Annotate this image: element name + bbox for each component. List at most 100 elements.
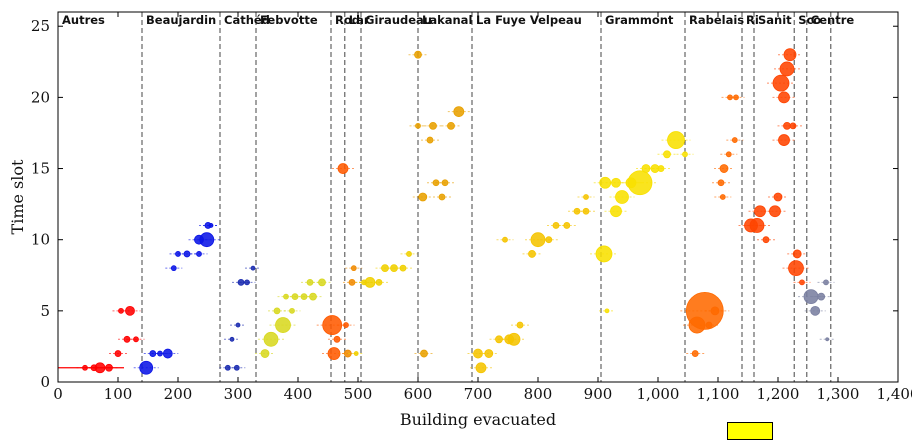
zone-label: Rabelais bbox=[689, 13, 744, 27]
data-bubble bbox=[792, 249, 802, 259]
y-axis-label: Time slot bbox=[8, 159, 27, 234]
data-bubble bbox=[719, 164, 729, 173]
data-bubble bbox=[343, 349, 352, 358]
data-bubble bbox=[309, 292, 317, 301]
data-bubble bbox=[453, 106, 465, 118]
data-bubble bbox=[406, 251, 412, 257]
x-tick-label: 800 bbox=[524, 385, 553, 403]
data-bubble bbox=[733, 94, 739, 101]
x-tick-label: 1,400 bbox=[877, 385, 912, 403]
data-bubble bbox=[667, 131, 685, 149]
data-bubble bbox=[123, 335, 131, 343]
zone-label: Sco bbox=[798, 13, 821, 27]
data-bubble bbox=[663, 150, 671, 159]
zone-label: Lar bbox=[349, 13, 370, 27]
data-bubble bbox=[244, 279, 250, 286]
data-bubble bbox=[779, 61, 795, 77]
zone-label: Autres bbox=[62, 13, 105, 27]
data-bubble bbox=[162, 348, 173, 359]
data-bubble bbox=[426, 136, 434, 144]
data-bubble bbox=[399, 264, 407, 272]
data-bubble bbox=[595, 245, 613, 263]
data-bubble bbox=[582, 207, 590, 215]
data-bubble bbox=[817, 292, 826, 301]
data-bubble bbox=[350, 265, 357, 272]
data-bubble bbox=[615, 190, 629, 204]
data-bubble bbox=[799, 279, 805, 286]
x-tick-label: 700 bbox=[464, 385, 493, 403]
y-tick-label: 25 bbox=[31, 17, 50, 35]
zone-label: Giraudeau bbox=[365, 13, 432, 27]
data-bubble bbox=[170, 265, 177, 272]
data-bubble bbox=[788, 260, 804, 277]
data-bubble bbox=[418, 192, 428, 202]
y-tick-label: 5 bbox=[40, 302, 50, 320]
data-bubble bbox=[114, 350, 122, 357]
data-bubble bbox=[337, 163, 349, 174]
data-bubble bbox=[260, 349, 270, 358]
zone-label: Beaujardin bbox=[146, 13, 216, 27]
data-bubble bbox=[484, 349, 494, 358]
data-bubble bbox=[610, 205, 622, 218]
data-bubble bbox=[778, 134, 790, 146]
data-bubble bbox=[772, 74, 790, 92]
data-bubble bbox=[657, 165, 665, 172]
data-bubble bbox=[627, 170, 653, 196]
data-bubble bbox=[823, 279, 829, 286]
x-tick-label: 1,300 bbox=[817, 385, 860, 403]
data-bubble bbox=[361, 279, 367, 286]
data-bubble bbox=[333, 335, 341, 343]
data-bubble bbox=[825, 337, 830, 342]
data-bubble bbox=[710, 306, 720, 316]
data-bubble bbox=[682, 151, 688, 158]
data-bubble bbox=[133, 336, 139, 343]
data-bubble bbox=[778, 91, 790, 104]
data-bubble bbox=[441, 179, 449, 187]
x-tick-label: 300 bbox=[224, 385, 253, 403]
data-bubble bbox=[731, 137, 738, 143]
data-bubble bbox=[250, 265, 256, 271]
data-bubble bbox=[229, 336, 235, 342]
zone-label: Centre bbox=[811, 13, 855, 27]
data-bubble bbox=[233, 364, 240, 371]
data-bubble bbox=[194, 234, 204, 245]
x-tick-label: 1,200 bbox=[757, 385, 800, 403]
x-axis-label: Building evacuated bbox=[400, 410, 556, 429]
y-tick-label: 15 bbox=[31, 160, 50, 178]
data-bubble bbox=[516, 321, 524, 329]
zone-label: Ri bbox=[746, 13, 759, 27]
zone-label: Cathéd bbox=[224, 13, 270, 27]
data-bubble bbox=[507, 332, 521, 346]
data-bubble bbox=[438, 193, 446, 201]
data-bubble bbox=[545, 236, 553, 244]
data-bubble bbox=[283, 293, 289, 300]
data-bubble bbox=[810, 305, 821, 316]
data-bubble bbox=[762, 236, 770, 244]
data-bubble bbox=[273, 307, 281, 315]
x-tick-label: 0 bbox=[53, 385, 63, 403]
zone-label: Lakanal bbox=[422, 13, 472, 27]
data-bubble bbox=[528, 250, 536, 258]
data-bubble bbox=[604, 308, 610, 314]
data-bubble bbox=[475, 362, 487, 374]
data-bubble bbox=[420, 349, 428, 358]
data-bubble bbox=[375, 278, 383, 286]
data-bubble bbox=[599, 176, 612, 189]
data-bubble bbox=[204, 222, 212, 229]
zone-label: Sanit bbox=[758, 13, 792, 27]
data-bubble bbox=[125, 305, 135, 316]
data-bubble bbox=[139, 360, 154, 375]
data-bubble bbox=[415, 122, 421, 129]
zone-label: Febvotte bbox=[260, 13, 318, 27]
x-tick-label: 500 bbox=[344, 385, 373, 403]
y-tick-label: 10 bbox=[31, 231, 50, 249]
data-bubble bbox=[473, 348, 483, 359]
data-bubble bbox=[353, 351, 359, 356]
data-bubble bbox=[318, 278, 326, 287]
data-bubble bbox=[327, 347, 341, 360]
data-bubble bbox=[502, 236, 508, 243]
x-tick-label: 200 bbox=[164, 385, 193, 403]
axis-ticks: 0 100 200 300 400 500 600 700 800 900 1,000 1,100 1,… bbox=[31, 12, 912, 403]
